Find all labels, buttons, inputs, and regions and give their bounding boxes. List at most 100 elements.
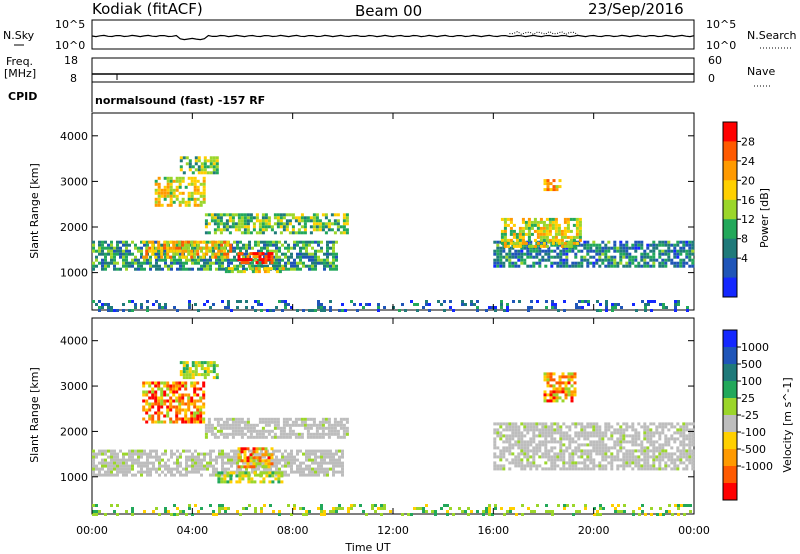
heatmap-cell: [110, 467, 113, 471]
heatmap-cell: [521, 217, 525, 221]
heatmap-cell: [661, 252, 665, 256]
heatmap-cell: [279, 216, 283, 220]
heatmap-cell: [514, 428, 518, 432]
heatmap-cell: [208, 246, 212, 250]
heatmap-cell: [237, 255, 241, 259]
power-heatmap: [92, 156, 695, 312]
heatmap-cell: [565, 246, 569, 250]
velocity-x-ticks: 00:00 04:00 08:00 12:00 16:00 20:00 00:00: [76, 113, 710, 537]
heatmap-cell: [95, 452, 98, 456]
heatmap-cell: [142, 384, 146, 388]
heatmap-cell: [248, 240, 251, 244]
heatmap-cell: [685, 422, 689, 426]
heatmap-cell: [634, 431, 638, 435]
heatmap-cell: [610, 437, 614, 441]
heatmap-cell: [592, 249, 596, 253]
heatmap-cell: [554, 232, 558, 236]
heatmap-cell: [178, 200, 182, 204]
heatmap-cell: [667, 455, 671, 459]
heatmap-cell: [200, 258, 203, 262]
heatmap-cell: [297, 219, 301, 223]
heatmap-cell: [602, 507, 605, 510]
heatmap-cell: [218, 507, 221, 510]
heatmap-cell: [544, 428, 548, 432]
heatmap-cell: [502, 467, 506, 471]
heatmap-cell: [172, 188, 176, 192]
heatmap-cell: [673, 425, 677, 429]
heatmap-cell: [538, 249, 542, 253]
heatmap-cell: [595, 425, 599, 429]
heatmap-cell: [616, 452, 620, 456]
heatmap-cell: [652, 258, 656, 262]
heatmap-cell: [546, 188, 550, 192]
heatmap-cell: [514, 264, 518, 268]
heatmap-cell: [327, 228, 331, 232]
heatmap-cell: [209, 461, 212, 465]
heatmap-cell: [506, 241, 510, 245]
heatmap-cell: [95, 264, 98, 268]
heatmap-cell: [682, 261, 686, 265]
heatmap-cell: [302, 470, 305, 474]
heatmap-cell: [188, 370, 192, 374]
heatmap-cell: [679, 428, 683, 432]
heatmap-cell: [212, 364, 216, 368]
heatmap-cell: [157, 420, 161, 424]
heatmap-cell: [314, 467, 317, 471]
heatmap-cell: [270, 447, 274, 451]
heatmap-cell: [270, 417, 274, 421]
heatmap-cell: [419, 507, 422, 510]
heatmap-cell: [643, 255, 647, 259]
heatmap-cell: [541, 240, 545, 244]
heatmap-cell: [428, 303, 431, 306]
heatmap-cell: [142, 240, 146, 244]
heatmap-cell: [342, 432, 346, 436]
heatmap-cell: [299, 252, 302, 256]
heatmap-cell: [670, 422, 674, 426]
heatmap-cell: [527, 229, 531, 233]
heatmap-cell: [197, 364, 201, 368]
heatmap-cell: [520, 255, 524, 259]
heatmap-cell: [583, 449, 587, 453]
heatmap-cell: [254, 510, 257, 513]
heatmap-cell: [266, 246, 269, 250]
heatmap-cell: [209, 255, 212, 259]
heatmap-cell: [246, 255, 250, 259]
heatmap-cell: [134, 261, 137, 265]
heatmap-cell: [670, 243, 674, 247]
heatmap-cell: [172, 243, 176, 247]
heatmap-cell: [221, 467, 224, 471]
heatmap-cell: [229, 471, 233, 475]
heatmap-cell: [577, 422, 581, 426]
heatmap-cell: [222, 435, 226, 439]
heatmap-cell: [496, 240, 500, 244]
heatmap-cell: [116, 458, 119, 462]
heatmap-cell: [622, 422, 626, 426]
heatmap-cell: [101, 258, 104, 262]
heatmap-cell: [294, 417, 298, 421]
heatmap-cell: [178, 179, 182, 183]
heatmap-cell: [572, 223, 576, 227]
heatmap-cell: [559, 434, 563, 438]
heatmap-cell: [329, 458, 332, 462]
heatmap-cell: [634, 255, 638, 259]
heatmap-cell: [231, 429, 235, 433]
heatmap-cell: [545, 229, 549, 233]
heatmap-cell: [167, 464, 170, 468]
heatmap-cell: [125, 267, 128, 271]
heatmap-cell: [558, 375, 562, 379]
heatmap-cell: [649, 467, 653, 471]
heatmap-cell: [278, 270, 282, 274]
heatmap-cell: [266, 243, 269, 247]
heatmap-cell: [637, 464, 641, 468]
heatmap-cell: [688, 243, 692, 247]
heatmap-cell: [526, 431, 530, 435]
heatmap-cell: [569, 244, 573, 248]
heatmap-cell: [202, 176, 206, 180]
heatmap-cell: [530, 223, 534, 227]
heatmap-cell: [643, 425, 647, 429]
heatmap-cell: [673, 464, 677, 468]
heatmap-cell: [149, 449, 152, 453]
heatmap-cell: [601, 252, 605, 256]
heatmap-cell: [143, 510, 146, 513]
heatmap-cell: [539, 217, 543, 221]
